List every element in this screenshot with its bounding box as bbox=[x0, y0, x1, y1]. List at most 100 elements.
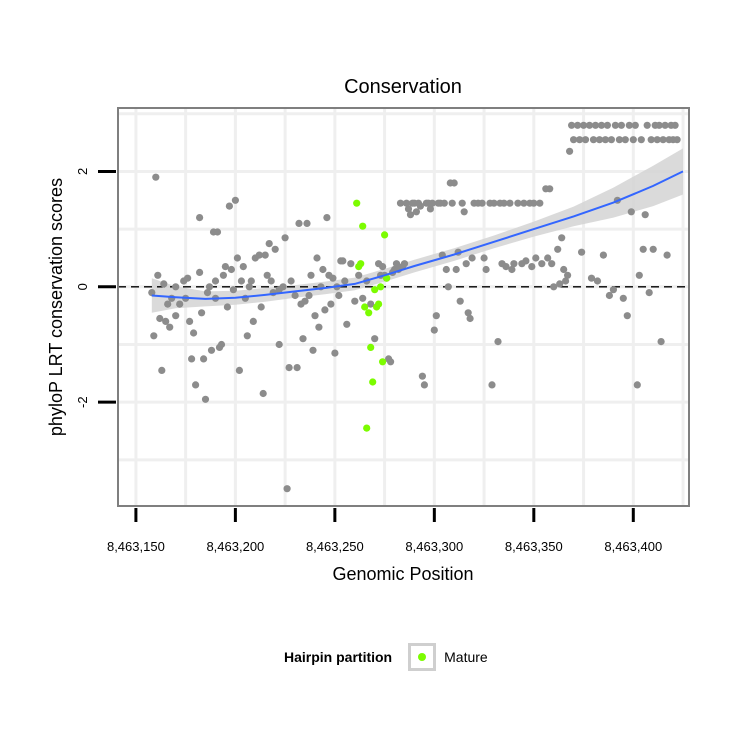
other-point bbox=[359, 294, 367, 302]
other-point bbox=[506, 199, 514, 207]
other-point bbox=[392, 260, 401, 268]
other-point bbox=[558, 234, 566, 242]
other-point bbox=[488, 381, 496, 389]
other-point bbox=[460, 208, 468, 216]
other-point bbox=[188, 355, 196, 363]
x-axis-label: Genomic Position bbox=[332, 564, 473, 584]
other-point bbox=[239, 263, 247, 271]
other-point bbox=[522, 257, 530, 265]
other-point bbox=[281, 234, 289, 242]
other-point bbox=[387, 358, 395, 366]
other-point bbox=[500, 199, 508, 207]
mature-point bbox=[371, 286, 379, 294]
other-point bbox=[538, 260, 546, 268]
other-point bbox=[659, 136, 667, 144]
other-point bbox=[456, 297, 464, 305]
legend-title: Hairpin partition bbox=[284, 649, 393, 665]
other-point bbox=[341, 277, 349, 285]
other-point bbox=[190, 329, 198, 337]
other-point bbox=[283, 485, 291, 493]
mature-point bbox=[361, 303, 369, 311]
x-tick-label: 8,463,300 bbox=[405, 539, 463, 554]
other-point bbox=[203, 289, 212, 297]
y-tick-label: 0 bbox=[75, 283, 90, 290]
other-point bbox=[172, 283, 180, 291]
legend-label-mature: Mature bbox=[444, 649, 488, 665]
y-tick-label: -2 bbox=[75, 396, 90, 408]
other-point bbox=[219, 271, 227, 279]
other-point bbox=[462, 260, 470, 268]
other-point bbox=[564, 271, 572, 279]
other-point bbox=[406, 211, 415, 219]
other-point bbox=[198, 309, 206, 317]
other-point bbox=[494, 338, 502, 346]
other-point bbox=[587, 274, 596, 282]
other-point bbox=[464, 309, 472, 317]
other-point bbox=[148, 289, 156, 297]
mature-point bbox=[363, 424, 371, 432]
other-point bbox=[605, 291, 614, 300]
other-point bbox=[211, 277, 220, 285]
other-point bbox=[287, 277, 295, 285]
plot-border bbox=[117, 107, 690, 507]
other-point bbox=[343, 320, 351, 328]
plot-panel bbox=[118, 108, 689, 506]
other-point bbox=[420, 381, 428, 389]
other-point bbox=[321, 306, 329, 314]
other-point bbox=[597, 121, 606, 129]
other-point bbox=[313, 254, 321, 262]
other-point bbox=[581, 136, 590, 144]
mature-point bbox=[367, 343, 375, 351]
other-point bbox=[556, 280, 564, 288]
other-point bbox=[478, 199, 486, 207]
other-point bbox=[576, 136, 584, 144]
x-tick-label: 8,463,250 bbox=[306, 539, 364, 554]
other-point bbox=[480, 254, 488, 262]
other-point bbox=[514, 199, 522, 207]
other-point bbox=[444, 283, 452, 291]
other-point bbox=[205, 283, 214, 291]
other-point bbox=[261, 251, 269, 259]
other-point bbox=[560, 265, 568, 274]
other-point bbox=[162, 317, 170, 325]
other-point bbox=[655, 121, 663, 129]
other-point bbox=[231, 196, 239, 204]
other-point bbox=[402, 199, 411, 207]
other-point bbox=[629, 136, 637, 144]
other-point bbox=[166, 323, 174, 331]
other-point bbox=[442, 265, 450, 274]
other-point bbox=[611, 121, 620, 129]
other-point bbox=[585, 121, 594, 129]
gridlines bbox=[118, 108, 689, 506]
other-point bbox=[615, 136, 624, 144]
other-point bbox=[186, 317, 194, 325]
other-point bbox=[617, 121, 626, 129]
other-point bbox=[663, 251, 671, 259]
other-point bbox=[229, 286, 237, 294]
mature-points bbox=[353, 199, 391, 432]
other-point bbox=[176, 300, 184, 308]
other-point bbox=[196, 214, 204, 222]
other-point bbox=[335, 291, 343, 300]
other-point bbox=[637, 136, 645, 144]
other-point bbox=[311, 312, 319, 320]
other-point bbox=[331, 349, 339, 357]
other-point bbox=[510, 260, 518, 268]
other-point bbox=[550, 283, 558, 291]
other-point bbox=[621, 136, 629, 144]
other-point bbox=[207, 346, 216, 354]
other-point bbox=[532, 254, 540, 262]
other-point bbox=[263, 271, 271, 279]
other-point bbox=[327, 300, 335, 308]
mature-point bbox=[353, 199, 361, 207]
other-point bbox=[593, 277, 602, 285]
mature-point bbox=[359, 222, 367, 230]
other-point bbox=[645, 289, 653, 297]
other-point bbox=[635, 271, 643, 279]
other-point bbox=[623, 312, 631, 320]
smooth-confidence-band bbox=[151, 148, 684, 313]
other-point bbox=[599, 251, 608, 259]
mature-point bbox=[365, 309, 373, 317]
other-points bbox=[148, 121, 681, 493]
